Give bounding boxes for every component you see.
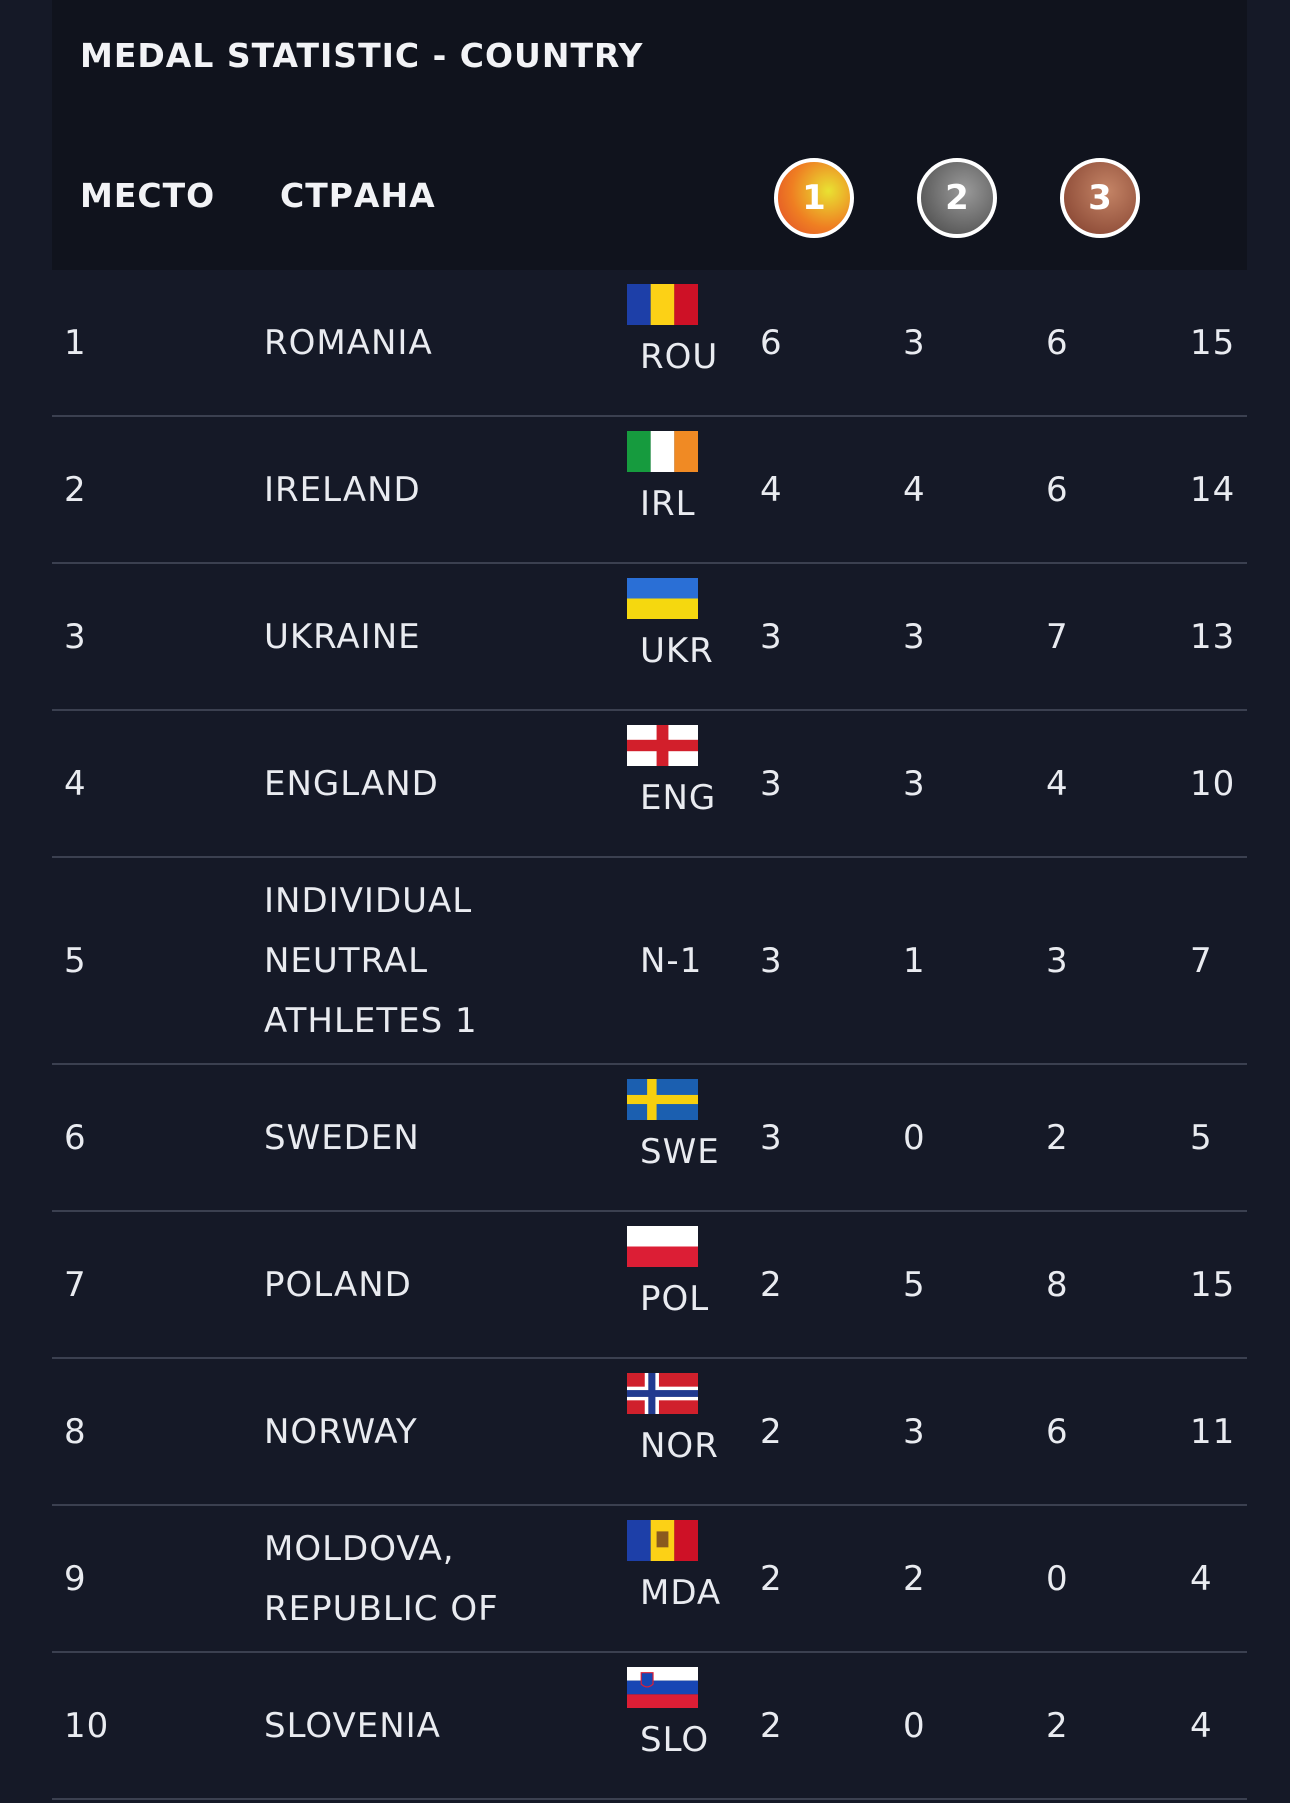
country-name: UKRAINE (264, 616, 421, 657)
column-header: МЕСТО (80, 176, 216, 215)
gold-count: 3 (760, 1117, 783, 1158)
bronze-count: 4 (1046, 763, 1069, 804)
table-row: 4 ENGLAND 3 3 4 10 ENG (52, 711, 1247, 858)
total-count: 11 (1190, 1411, 1236, 1452)
rank: 10 (64, 1705, 110, 1746)
silver-count: 3 (903, 322, 926, 363)
country-name: SWEDEN (264, 1117, 420, 1158)
title: MEDAL STATISTIC - COUNTRY (80, 36, 644, 75)
country-code: ENG (640, 778, 717, 818)
flag-icon (627, 431, 698, 472)
gold-medal-icon: 1 (774, 158, 854, 238)
total-count: 10 (1190, 763, 1236, 804)
bronze-count: 6 (1046, 1411, 1069, 1452)
silver-count: 2 (903, 1558, 926, 1599)
silver-count: 3 (903, 616, 926, 657)
table-row: 5 INDIVIDUAL NEUTRAL ATHLETES 1 3 1 3 7 N-1 (52, 858, 1247, 1065)
total-count: 13 (1190, 616, 1236, 657)
gold-count: 4 (760, 469, 783, 510)
rank: 8 (64, 1411, 87, 1452)
flag-icon (627, 1373, 698, 1414)
table-row: 3 UKRAINE 3 3 7 13 UKR (52, 564, 1247, 711)
silver-count: 0 (903, 1117, 926, 1158)
flag-icon (627, 725, 698, 766)
country-code: POL (640, 1279, 710, 1319)
flag-icon (627, 284, 698, 325)
silver-count: 4 (903, 469, 926, 510)
country-code: N-1 (640, 940, 703, 981)
flag-icon (627, 1520, 698, 1561)
country-name: NORWAY (264, 1411, 418, 1452)
country-code: NOR (640, 1426, 719, 1466)
bronze-count: 6 (1046, 322, 1069, 363)
silver-count: 0 (903, 1705, 926, 1746)
country-name: ROMANIA (264, 322, 433, 363)
gold-count: 3 (760, 616, 783, 657)
header-panel: MEDAL STATISTIC - COUNTRY МЕСТО СТРАНА 1… (52, 0, 1247, 270)
gold-count: 6 (760, 322, 783, 363)
gold-count: 2 (760, 1705, 783, 1746)
table: 1 ROMANIA 6 3 6 15 ROU 2 IRELAND 4 4 6 14 IRL 3 UKRAINE… (52, 270, 1247, 1800)
flag-icon (627, 1226, 698, 1267)
flag-icon (627, 578, 698, 619)
country-code: SWE (640, 1132, 720, 1172)
country-code: IRL (640, 484, 696, 524)
rank: 4 (64, 763, 87, 804)
silver-count: 3 (903, 1411, 926, 1452)
rank: 7 (64, 1264, 87, 1305)
country-code: UKR (640, 631, 714, 671)
rank: 2 (64, 469, 87, 510)
table-row: 9 MOLDOVA, REPUBLIC OF 2 2 0 4 MDA (52, 1506, 1247, 1653)
silver-count: 5 (903, 1264, 926, 1305)
bronze-medal-icon: 3 (1060, 158, 1140, 238)
table-row: 6 SWEDEN 3 0 2 5 SWE (52, 1065, 1247, 1212)
rank: 1 (64, 322, 87, 363)
total-count: 15 (1190, 1264, 1236, 1305)
gold-count: 3 (760, 940, 783, 981)
total-count: 7 (1190, 940, 1213, 981)
table-row: 2 IRELAND 4 4 6 14 IRL (52, 417, 1247, 564)
bronze-count: 2 (1046, 1117, 1069, 1158)
bronze-count: 3 (1046, 940, 1069, 981)
silver-medal-icon: 2 (917, 158, 997, 238)
country-code: ROU (640, 337, 719, 377)
silver-count: 1 (903, 940, 926, 981)
bronze-count: 6 (1046, 469, 1069, 510)
bronze-count: 8 (1046, 1264, 1069, 1305)
country-name: POLAND (264, 1264, 412, 1305)
column-header: СТРАНА (280, 176, 436, 215)
flag-icon (627, 1667, 698, 1708)
country-name: IRELAND (264, 469, 421, 510)
gold-count: 2 (760, 1558, 783, 1599)
bronze-count: 7 (1046, 616, 1069, 657)
gold-count: 2 (760, 1411, 783, 1452)
rank: 3 (64, 616, 87, 657)
country-code: MDA (640, 1573, 722, 1613)
table-row: 7 POLAND 2 5 8 15 POL (52, 1212, 1247, 1359)
rank: 6 (64, 1117, 87, 1158)
gold-count: 2 (760, 1264, 783, 1305)
total-count: 14 (1190, 469, 1236, 510)
country-name: SLOVENIA (264, 1705, 441, 1746)
total-count: 4 (1190, 1705, 1213, 1746)
table-row: 8 NORWAY 2 3 6 11 NOR (52, 1359, 1247, 1506)
country-name: INDIVIDUAL NEUTRAL ATHLETES 1 (264, 880, 478, 1041)
table-row: 10 SLOVENIA 2 0 2 4 SLO (52, 1653, 1247, 1800)
rank: 9 (64, 1558, 87, 1599)
flag-icon (627, 1079, 698, 1120)
country-name: ENGLAND (264, 763, 439, 804)
total-count: 15 (1190, 322, 1236, 363)
country-name: MOLDOVA, REPUBLIC OF (264, 1528, 499, 1629)
total-count: 4 (1190, 1558, 1213, 1599)
total-count: 5 (1190, 1117, 1213, 1158)
country-code: SLO (640, 1720, 710, 1760)
gold-count: 3 (760, 763, 783, 804)
rank: 5 (64, 940, 87, 981)
table-row: 1 ROMANIA 6 3 6 15 ROU (52, 270, 1247, 417)
bronze-count: 0 (1046, 1558, 1069, 1599)
bronze-count: 2 (1046, 1705, 1069, 1746)
silver-count: 3 (903, 763, 926, 804)
